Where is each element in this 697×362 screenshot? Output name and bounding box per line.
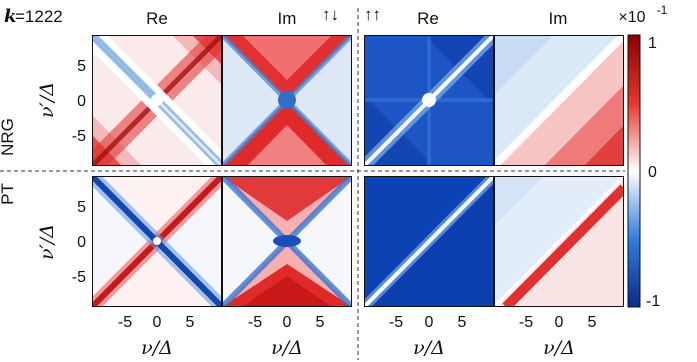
- x-tick-neg5-c4: -5: [519, 314, 533, 331]
- panel-nrg-im-par: [494, 35, 624, 166]
- row-label-nrg: NRG: [0, 118, 17, 156]
- panel-pt-im-opp: [222, 176, 352, 307]
- y-axis-label-bottom: ν′/Δ: [36, 224, 58, 260]
- x-tick-0-c1: 0: [153, 314, 162, 331]
- y-tick-0-bottom: 0: [77, 234, 86, 251]
- colorbar-tick-max: 1: [648, 35, 657, 52]
- spin-label-opposite: ↑↓: [322, 5, 339, 24]
- col-header-re-1: Re: [146, 9, 168, 28]
- y-tick-neg5-top: -5: [72, 128, 86, 145]
- panel-pt-im-par: [494, 176, 624, 307]
- colorbar-gradient: [627, 34, 641, 308]
- x-axis-label-1: ν/Δ: [141, 337, 173, 359]
- y-tick-5-bottom: 5: [77, 199, 86, 216]
- x-tick-5-c3: 5: [458, 314, 467, 331]
- spin-label-parallel: ↑↑: [364, 5, 381, 24]
- x-tick-neg5-c2: -5: [248, 314, 262, 331]
- colorbar-exponent: -1: [657, 3, 668, 17]
- x-tick-0-c4: 0: [555, 314, 564, 331]
- panel-nrg-re-opp: [92, 35, 222, 166]
- x-axis-label-3: ν/Δ: [413, 337, 445, 359]
- x-tick-5-c1: 5: [186, 314, 195, 331]
- x-axis-label-2: ν/Δ: [271, 337, 303, 359]
- x-tick-0-c3: 0: [425, 314, 434, 331]
- colorbar: ×10 -1 1 0 -1: [618, 3, 667, 310]
- panel-pt-re-opp: [92, 176, 222, 307]
- colorbar-scale: ×10: [618, 9, 645, 26]
- panel-nrg-re-par: [364, 35, 494, 166]
- x-tick-0-c2: 0: [283, 314, 292, 331]
- x-tick-5-c4: 5: [588, 314, 597, 331]
- k-label: k: [4, 6, 16, 27]
- panel-nrg-im-opp: [222, 35, 352, 166]
- x-tick-neg5-c1: -5: [118, 314, 132, 331]
- y-tick-0-top: 0: [77, 93, 86, 110]
- col-header-re-2: Re: [417, 9, 439, 28]
- y-tick-neg5-bottom: -5: [72, 269, 86, 286]
- colorbar-tick-zero: 0: [648, 164, 657, 181]
- panel-pt-re-par: [364, 176, 494, 307]
- row-label-pt: PT: [0, 183, 17, 205]
- x-ticks: -5 0 5 -5 0 5 -5 0 5 -5 0 5: [118, 314, 597, 331]
- y-ticks-top: 5 0 -5: [72, 58, 86, 145]
- k-value: =1222: [15, 7, 63, 26]
- y-axis-label-top: ν′/Δ: [36, 82, 58, 118]
- col-header-im-1: Im: [278, 9, 297, 28]
- colorbar-tick-min: -1: [646, 293, 660, 310]
- x-tick-5-c2: 5: [316, 314, 325, 331]
- x-axis-label-4: ν/Δ: [543, 337, 575, 359]
- y-tick-5-top: 5: [77, 58, 86, 75]
- x-tick-neg5-c3: -5: [389, 314, 403, 331]
- col-header-im-2: Im: [549, 9, 568, 28]
- y-ticks-bottom: 5 0 -5: [72, 199, 86, 286]
